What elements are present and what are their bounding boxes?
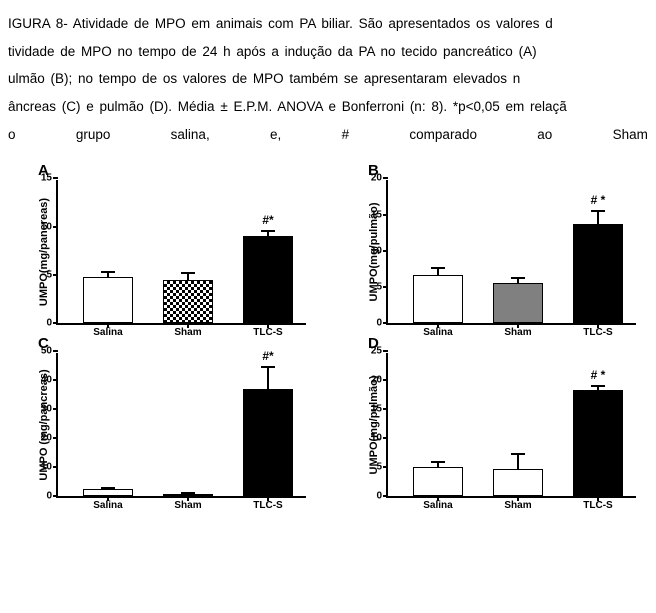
caption-word: o (8, 121, 16, 149)
bar (493, 469, 543, 497)
x-tick-label: Sham (504, 496, 531, 511)
y-tick-label: 10 (41, 221, 58, 232)
y-tick-label: 10 (371, 433, 388, 444)
error-cap (431, 267, 445, 269)
error-cap (511, 277, 525, 279)
chart: UMPO(mg/pulmão)05101520SalinaSham# *TLC-… (356, 180, 636, 325)
caption-line: ulmão (B); no tempo de os valores de MPO… (8, 71, 520, 86)
error-cap (511, 453, 525, 455)
chart: UMPO (mg/pancreas)01020304050SalinaSham#… (26, 353, 306, 498)
error-bar (517, 454, 519, 469)
y-tick-label: 50 (41, 346, 58, 357)
bar (493, 283, 543, 323)
bar (413, 467, 463, 496)
x-tick-label: Salina (93, 496, 122, 511)
plot-area: UMPO(mg/pulmão)0510152025SalinaSham# *TL… (386, 353, 636, 498)
panel-c: CUMPO (mg/pancreas)01020304050SalinaSham… (8, 335, 318, 498)
caption-word: # (342, 121, 350, 149)
error-bar (597, 211, 599, 224)
y-tick-label: 10 (371, 245, 388, 256)
error-cap (591, 385, 605, 387)
caption-word: ao (537, 121, 552, 149)
x-tick-label: TLC-S (253, 496, 282, 511)
y-tick-label: 5 (376, 282, 388, 293)
plot-area: UMPO(mg/pancreas)051015SalinaSham#*TLC-S (56, 180, 306, 325)
plot-area: UMPO (mg/pancreas)01020304050SalinaSham#… (56, 353, 306, 498)
significance-marker: # * (591, 193, 606, 207)
caption-word: comparado (409, 121, 477, 149)
y-tick-label: 5 (376, 462, 388, 473)
caption-line: IGURA 8- Atividade de MPO em animais com… (8, 16, 553, 31)
y-tick-label: 20 (41, 433, 58, 444)
caption-word: Sham (613, 121, 648, 149)
caption-line: âncreas (C) e pulmão (D). Média ± E.P.M.… (8, 99, 567, 114)
bar (413, 275, 463, 324)
panels-grid: AUMPO(mg/pancreas)051015SalinaSham#*TLC-… (8, 162, 648, 498)
error-cap (101, 271, 115, 273)
bar (83, 277, 133, 323)
error-cap (101, 487, 115, 489)
error-cap (181, 272, 195, 274)
error-bar (267, 367, 269, 389)
y-tick-label: 40 (41, 375, 58, 386)
error-cap (261, 366, 275, 368)
bar (163, 280, 213, 324)
panel-b: BUMPO(mg/pulmão)05101520SalinaSham# *TLC… (338, 162, 648, 325)
error-cap (591, 210, 605, 212)
y-tick-label: 0 (376, 318, 388, 329)
caption-word: e, (270, 121, 281, 149)
figure-caption: IGURA 8- Atividade de MPO em animais com… (8, 10, 648, 148)
caption-lastline: o grupo salina, e, # comparado ao Sham (8, 121, 648, 149)
y-tick-label: 10 (41, 462, 58, 473)
significance-marker: #* (262, 213, 273, 227)
y-tick-label: 30 (41, 404, 58, 415)
y-axis-label: UMPO(mg/pancreas) (38, 198, 50, 306)
y-axis-label: UMPO(mg/pulmão) (368, 375, 380, 474)
significance-marker: #* (262, 349, 273, 363)
y-tick-label: 20 (371, 173, 388, 184)
error-cap (181, 492, 195, 494)
y-tick-label: 0 (46, 491, 58, 502)
panel-a: AUMPO(mg/pancreas)051015SalinaSham#*TLC-… (8, 162, 318, 325)
chart: UMPO(mg/pancreas)051015SalinaSham#*TLC-S (26, 180, 306, 325)
error-cap (261, 230, 275, 232)
bar (83, 489, 133, 496)
panel-d: DUMPO(mg/pulmão)0510152025SalinaSham# *T… (338, 335, 648, 498)
caption-word: grupo (76, 121, 111, 149)
error-cap (431, 461, 445, 463)
y-tick-label: 15 (371, 404, 388, 415)
y-tick-label: 15 (371, 209, 388, 220)
x-tick-label: TLC-S (583, 496, 612, 511)
x-tick-label: Sham (174, 496, 201, 511)
y-tick-label: 0 (376, 491, 388, 502)
y-tick-label: 15 (41, 173, 58, 184)
significance-marker: # * (591, 368, 606, 382)
bar (243, 389, 293, 496)
y-tick-label: 20 (371, 375, 388, 386)
chart: UMPO(mg/pulmão)0510152025SalinaSham# *TL… (356, 353, 636, 498)
y-tick-label: 25 (371, 346, 388, 357)
plot-area: UMPO(mg/pulmão)05101520SalinaSham# *TLC-… (386, 180, 636, 325)
x-tick-label: Salina (423, 496, 452, 511)
bar (243, 236, 293, 323)
y-tick-label: 0 (46, 318, 58, 329)
bar (573, 390, 623, 496)
caption-word: salina, (171, 121, 210, 149)
caption-line: tividade de MPO no tempo de 24 h após a … (8, 44, 537, 59)
bar (573, 224, 623, 323)
error-bar (187, 273, 189, 280)
y-tick-label: 5 (46, 270, 58, 281)
